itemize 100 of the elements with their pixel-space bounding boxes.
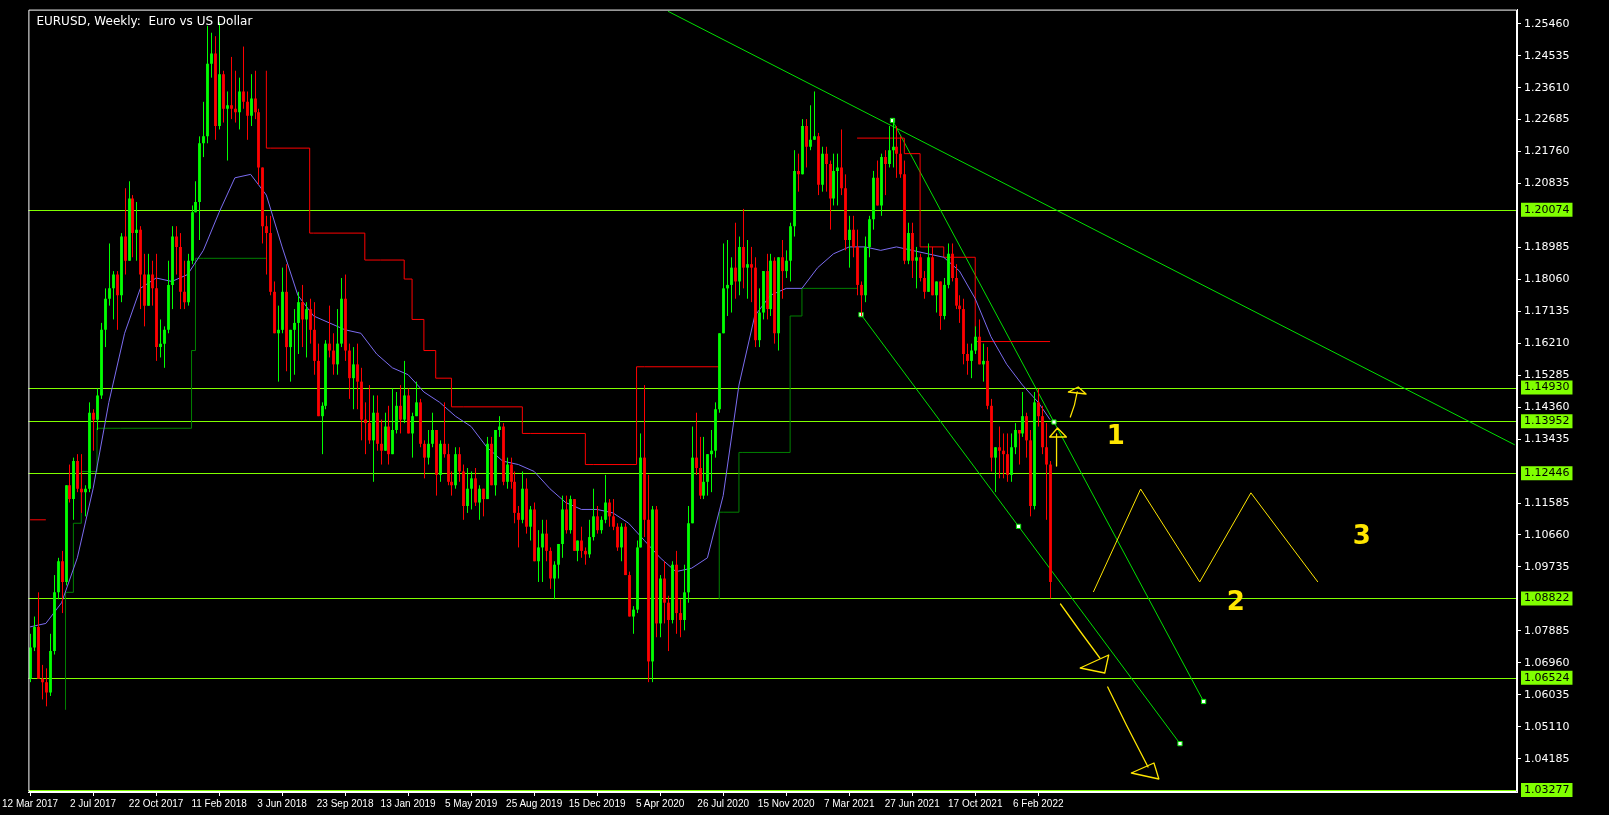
y-tick-label: 1.24535 xyxy=(1524,48,1570,62)
y-tick-label: 1.17135 xyxy=(1524,304,1570,318)
ref-line-label: 1.03277 xyxy=(1524,782,1570,796)
candlestick xyxy=(431,412,434,448)
candlestick xyxy=(620,522,623,562)
candlestick xyxy=(1002,432,1005,479)
candlestick xyxy=(506,457,509,490)
candlestick xyxy=(41,664,44,700)
candlestick xyxy=(175,225,178,276)
candlestick xyxy=(458,446,461,483)
candlestick xyxy=(557,543,560,580)
candlestick xyxy=(923,270,926,300)
candlestick xyxy=(478,484,481,521)
candlestick xyxy=(840,128,843,196)
candlestick xyxy=(336,308,339,376)
candlestick xyxy=(482,488,485,517)
candlestick xyxy=(443,401,446,459)
x-tick-label: 12 Mar 2017 xyxy=(2,797,59,809)
candlestick xyxy=(919,253,922,282)
candlestick xyxy=(234,70,237,124)
y-tick-label: 1.21760 xyxy=(1524,144,1570,158)
candlestick xyxy=(982,343,985,383)
candlestick xyxy=(364,401,367,455)
ref-line-label: 1.13952 xyxy=(1524,414,1570,428)
ref-line-label: 1.14930 xyxy=(1524,380,1570,394)
candlestick xyxy=(411,412,414,459)
candlestick xyxy=(159,318,162,358)
candlestick xyxy=(852,215,855,258)
candlestick xyxy=(1045,422,1048,521)
x-tick-label: 17 Oct 2021 xyxy=(947,797,1003,809)
ref-line-label: 1.06524 xyxy=(1524,670,1570,684)
x-tick-label: 11 Feb 2018 xyxy=(191,797,248,809)
candlestick xyxy=(202,101,205,158)
y-tick-label: 1.04185 xyxy=(1524,751,1570,765)
candlestick xyxy=(498,415,501,438)
x-tick-label: 3 Jun 2018 xyxy=(257,797,308,809)
candlestick xyxy=(935,280,938,314)
candlestick xyxy=(415,381,418,417)
candlestick xyxy=(884,149,887,196)
candlestick xyxy=(541,519,544,583)
candlestick xyxy=(632,605,635,635)
candlestick xyxy=(210,32,213,79)
x-tick-label: 25 Aug 2019 xyxy=(506,797,563,809)
x-tick-label: 26 Jul 2020 xyxy=(697,797,750,809)
candlestick xyxy=(112,270,115,320)
y-tick-label: 1.15285 xyxy=(1524,368,1570,382)
y-tick-label: 1.16210 xyxy=(1524,336,1570,350)
candlestick xyxy=(994,446,997,493)
candlestick xyxy=(809,104,812,151)
candlestick xyxy=(423,439,426,479)
x-tick-label: 15 Dec 2019 xyxy=(568,797,626,809)
candlestick xyxy=(974,325,977,355)
candlestick xyxy=(895,125,898,179)
x-tick-label: 6 Feb 2022 xyxy=(1012,797,1064,809)
candlestick xyxy=(1021,391,1024,438)
candlestick xyxy=(183,260,186,310)
candlestick xyxy=(781,239,784,300)
candlestick xyxy=(612,498,615,531)
x-tick-label: 15 Nov 2020 xyxy=(757,797,815,809)
x-tick-label: 7 Mar 2021 xyxy=(823,797,875,809)
candlestick xyxy=(604,474,607,524)
candlestick xyxy=(427,429,430,466)
candlestick xyxy=(466,467,469,514)
candlestick xyxy=(116,270,119,331)
candlestick xyxy=(61,550,64,614)
y-tick-label: 1.06035 xyxy=(1524,687,1570,701)
x-tick-label: 5 Apr 2020 xyxy=(635,797,685,809)
candlestick xyxy=(750,246,753,303)
annotation: 1 xyxy=(1106,420,1125,450)
candlestick xyxy=(297,291,300,355)
candlestick xyxy=(226,90,229,162)
x-tick-label: 13 Jan 2019 xyxy=(380,797,437,809)
y-tick-label: 1.06960 xyxy=(1524,655,1570,669)
point xyxy=(1177,741,1183,747)
candlestick xyxy=(529,505,532,542)
candlestick xyxy=(135,201,138,262)
candlestick xyxy=(836,153,839,206)
candlestick xyxy=(588,519,591,559)
candlestick xyxy=(998,426,1001,479)
candlestick xyxy=(679,598,682,638)
candlestick xyxy=(92,408,95,452)
candlestick xyxy=(710,429,713,493)
y-tick-label: 1.13435 xyxy=(1524,432,1570,445)
candlestick xyxy=(242,46,245,110)
candlestick xyxy=(470,470,473,510)
candlestick xyxy=(537,529,540,583)
candlestick xyxy=(596,505,599,535)
candlestick xyxy=(309,298,312,345)
x-tick-label: 23 Sep 2018 xyxy=(316,797,374,809)
candlestick xyxy=(592,488,595,542)
candlestick xyxy=(289,329,292,383)
candlestick xyxy=(734,222,737,300)
y-tick-label: 1.20835 xyxy=(1524,176,1570,190)
y-tick-label: 1.23610 xyxy=(1524,80,1570,94)
candlestick xyxy=(352,346,355,410)
candlestick xyxy=(163,325,166,369)
candlestick xyxy=(730,256,733,314)
x-tick-label: 2 Jul 2017 xyxy=(70,797,117,809)
candlestick xyxy=(553,560,556,600)
candlestick xyxy=(305,301,308,358)
